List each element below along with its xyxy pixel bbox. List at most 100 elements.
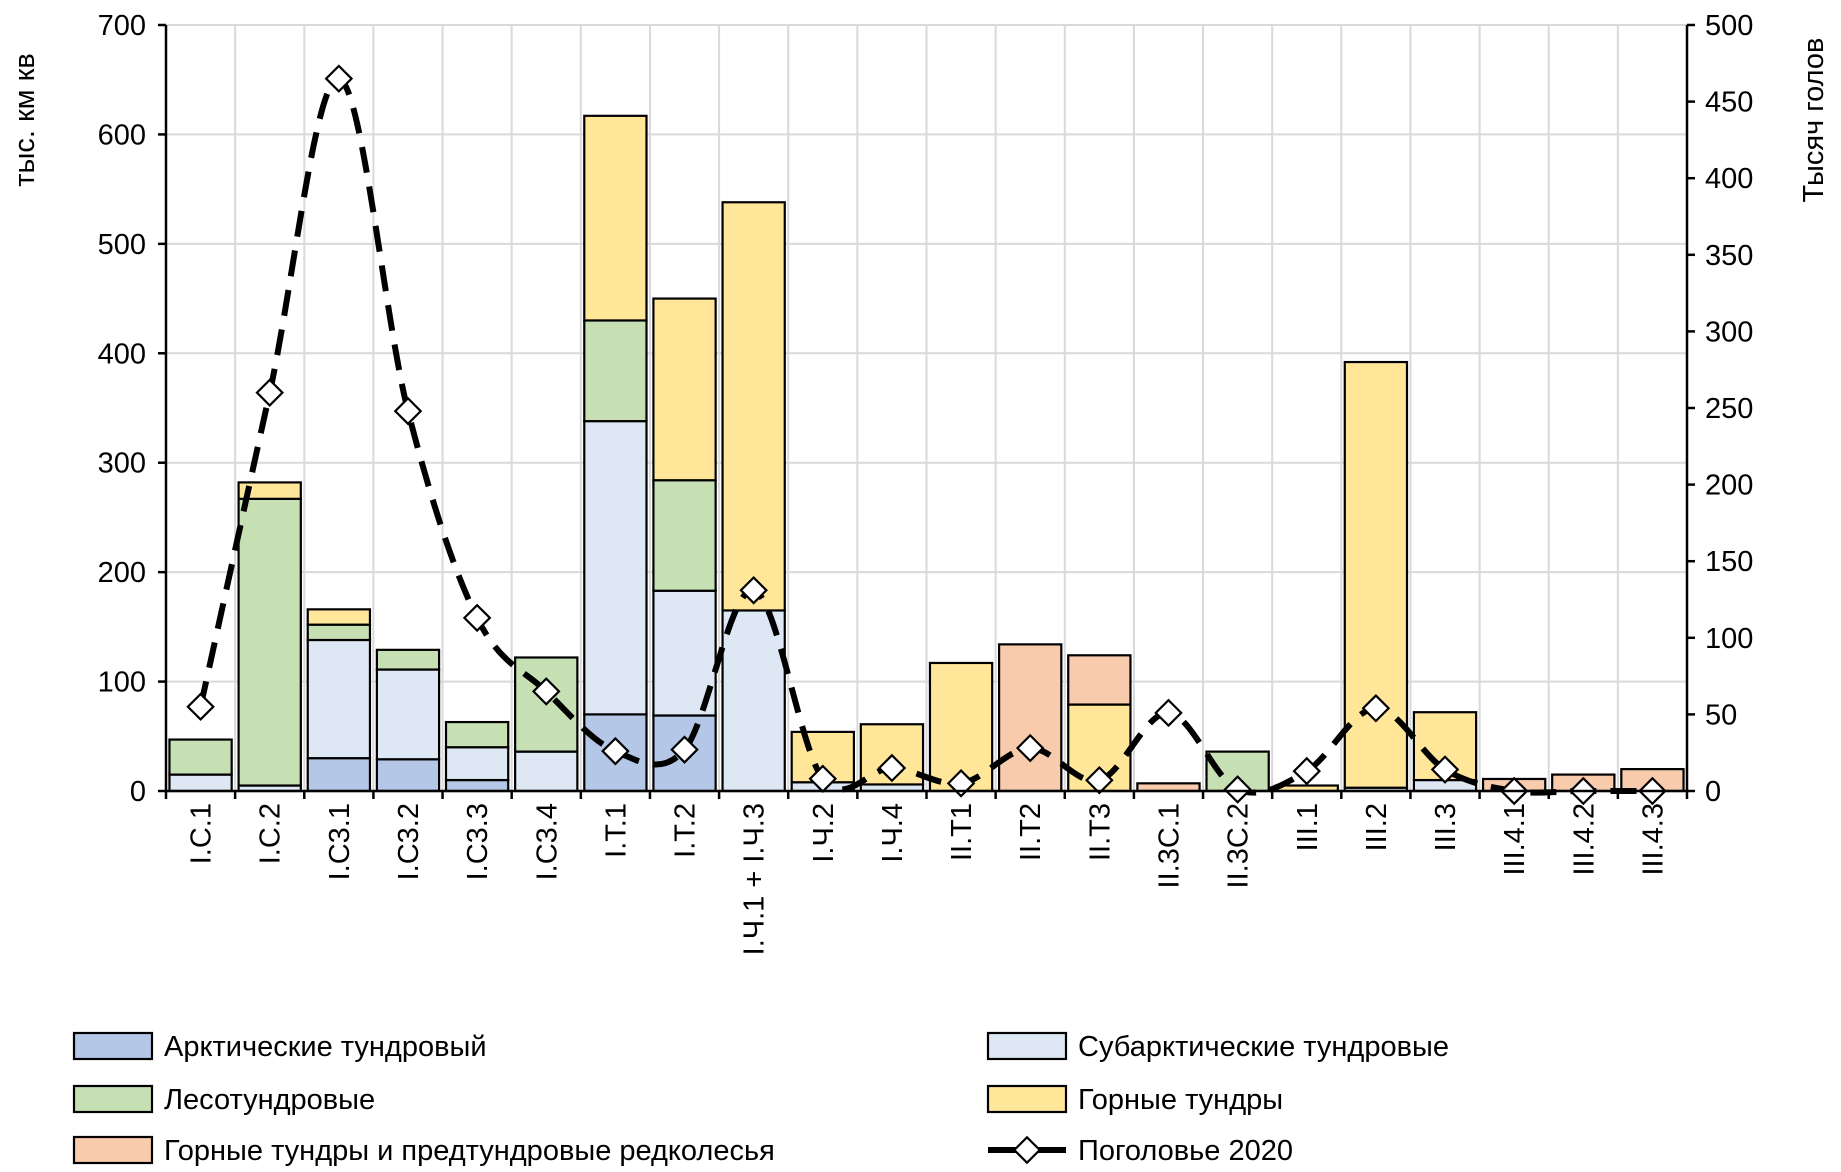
category-label: I.Ч.4	[877, 803, 909, 863]
legend-item: Горные тундры	[986, 1084, 1283, 1116]
bar-segment	[721, 609, 786, 793]
category-label: I.C.1	[186, 803, 218, 864]
legend-label: Арктические тундровый	[164, 1031, 487, 1063]
right-tick-label: 250	[1705, 393, 1753, 425]
bar-segment	[375, 648, 441, 671]
right-tick-label: 500	[1705, 10, 1753, 42]
bar-segment	[583, 114, 648, 322]
series-line	[197, 75, 1653, 796]
legend-color-swatch	[986, 1031, 1068, 1061]
category-label: III.4.2	[1568, 803, 1600, 876]
line-point-marker	[1015, 733, 1045, 763]
right-tick-label: 200	[1705, 470, 1753, 502]
line-point-marker	[1361, 693, 1391, 723]
legend-color-swatch	[986, 1084, 1068, 1114]
bar-segment	[306, 638, 372, 760]
right-axis-title: Тысяч голов	[1798, 38, 1830, 203]
left-tick-label: 600	[98, 119, 146, 151]
right-tick-label: 400	[1705, 163, 1753, 195]
bar-segment	[444, 778, 510, 793]
left-axis-title: тыс. км кв	[9, 53, 41, 187]
bar-segment	[652, 479, 717, 592]
bar-segment	[168, 738, 233, 776]
bar-segment	[1067, 654, 1132, 706]
category-label: III.3	[1430, 803, 1462, 851]
line-point-marker	[1085, 765, 1114, 795]
category-label: I.C3.1	[324, 803, 356, 880]
bar-segment	[306, 757, 372, 793]
right-axis-ticks: 0 50 100 150 200 250 300 350 400 450 500	[1687, 10, 1753, 808]
legend-label: Поголовье 2020	[1078, 1135, 1293, 1167]
category-label: I.Ч.1 + I.Ч.3	[739, 803, 771, 955]
line-point-marker	[670, 735, 699, 764]
legend-item: Арктические тундровый	[72, 1031, 487, 1063]
category-label: I.Ч.2	[808, 803, 840, 863]
bar-segment	[306, 623, 372, 642]
category-label: I.C.2	[255, 803, 287, 864]
legend-label: Субарктические тундровые	[1078, 1031, 1449, 1063]
legend-label: Горные тундры и предтундровые редколесья	[164, 1135, 775, 1167]
category-label: I.T.2	[670, 803, 702, 858]
line-point-marker	[531, 677, 561, 706]
left-tick-label: 100	[98, 667, 146, 699]
gridlines	[166, 24, 1687, 792]
line-point-marker	[1154, 698, 1183, 728]
category-label: I.T.1	[600, 803, 632, 858]
line-point-marker	[393, 396, 423, 426]
left-axis-ticks: 0 100 200 300 400 500 600 700	[98, 10, 166, 808]
bar-segment	[444, 720, 510, 749]
line-point-marker	[808, 764, 838, 794]
legend-color-swatch	[72, 1084, 154, 1114]
bar-segment	[306, 608, 372, 626]
bar-segment	[375, 758, 441, 793]
right-tick-label: 150	[1705, 546, 1753, 578]
line-point-marker	[946, 769, 976, 798]
legend-item: Поголовье 2020	[988, 1135, 1293, 1167]
category-label: II.T2	[1015, 803, 1047, 861]
line-point-marker	[739, 576, 768, 605]
category-label: I.C3.3	[462, 803, 494, 880]
bar-segment	[444, 746, 510, 782]
left-tick-label: 400	[98, 338, 146, 370]
line-point-marker	[1430, 755, 1460, 784]
category-label: III.2	[1361, 803, 1393, 851]
legend-color-swatch	[72, 1031, 154, 1061]
right-tick-label: 350	[1705, 240, 1753, 272]
bar-segment	[721, 201, 786, 612]
line-point-marker	[1292, 756, 1322, 786]
category-label: III.1	[1292, 803, 1324, 851]
right-tick-label: 300	[1705, 316, 1753, 348]
category-label: II.T1	[946, 803, 978, 861]
legend-item: Лесотундровые	[72, 1084, 375, 1116]
left-tick-label: 700	[98, 10, 146, 42]
left-tick-label: 200	[98, 557, 146, 589]
category-label: III.4.1	[1499, 803, 1531, 876]
legend-item: Субарктические тундровые	[986, 1031, 1449, 1063]
right-tick-label: 0	[1705, 776, 1721, 808]
bar-segment	[514, 750, 579, 793]
line-point-marker	[255, 378, 284, 407]
legend-marker-swatch	[1012, 1135, 1042, 1165]
category-label: I.C3.2	[393, 803, 425, 880]
line-series	[186, 64, 1667, 806]
category-label: II.3C.2	[1223, 803, 1255, 888]
line-point-marker	[324, 64, 354, 93]
bar-segment	[375, 668, 441, 761]
legend-color-swatch	[72, 1135, 154, 1165]
legend-label: Горные тундры	[1078, 1084, 1283, 1116]
line-point-marker	[877, 753, 907, 783]
line-point-marker	[1223, 775, 1252, 804]
category-labels: I.C.1 I.C.2 I.C3.1 I.C3.2 I.C3.3 I.C3.4 I.T.1 I…	[164, 791, 1689, 955]
category-label: II.T3	[1084, 803, 1116, 861]
left-tick-label: 500	[98, 229, 146, 261]
line-point-marker	[462, 603, 492, 633]
left-tick-label: 300	[98, 448, 146, 480]
right-tick-label: 450	[1705, 87, 1753, 119]
right-tick-label: 100	[1705, 623, 1753, 655]
line-point-marker	[186, 692, 215, 722]
left-tick-label: 0	[130, 776, 146, 808]
bar-segment	[583, 420, 648, 716]
category-label: III.4.3	[1637, 803, 1669, 876]
